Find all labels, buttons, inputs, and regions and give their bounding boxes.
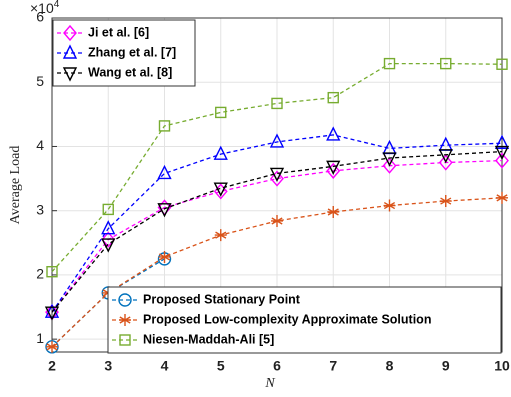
legend-label: Proposed Stationary Point	[143, 292, 301, 306]
marker	[496, 191, 508, 204]
marker	[158, 120, 171, 132]
x-tick-label: 2	[48, 358, 56, 374]
x-axis-label: N	[264, 376, 275, 391]
marker	[119, 314, 131, 326]
marker	[44, 306, 60, 321]
x-tick-label: 8	[386, 358, 394, 374]
legend-label: Ji et al. [6]	[88, 25, 149, 39]
y-tick-label: 4	[36, 137, 44, 153]
x-tick-label: 7	[329, 358, 337, 374]
marker	[438, 149, 453, 164]
marker	[269, 167, 285, 183]
series-line	[51, 134, 503, 313]
marker	[440, 57, 452, 70]
marker	[326, 162, 341, 179]
x-tick-label: 5	[217, 358, 225, 374]
y-tick-label: 6	[36, 9, 44, 25]
marker	[383, 199, 396, 212]
legend-box	[107, 286, 502, 354]
marker	[157, 164, 172, 180]
marker	[269, 133, 285, 148]
marker	[382, 152, 397, 167]
marker	[119, 334, 131, 346]
multiplier-exponent: 4	[54, 0, 60, 10]
marker	[215, 106, 227, 119]
marker	[118, 293, 132, 307]
y-tick-label: 3	[36, 201, 44, 217]
marker	[383, 57, 396, 70]
marker	[46, 266, 58, 278]
marker	[439, 195, 452, 208]
y-tick-label: 2	[36, 266, 44, 282]
marker	[382, 157, 397, 174]
marker	[213, 182, 228, 197]
marker	[495, 152, 509, 169]
legend-label: Zhang et al. [7]	[88, 45, 176, 59]
marker	[271, 214, 283, 227]
marker	[62, 67, 78, 82]
x-tick-label: 3	[104, 358, 112, 374]
y-tick-label: 1	[36, 330, 44, 346]
legend-label: Niesen-Maddah-Ali [5]	[143, 332, 274, 346]
marker	[270, 170, 284, 187]
x-tick-label: 6	[273, 358, 281, 374]
marker	[46, 340, 58, 353]
marker	[271, 97, 283, 110]
y-axis-label: Average Load	[8, 146, 23, 225]
y-tick-label: 5	[36, 73, 44, 89]
marker	[158, 250, 171, 263]
series-line	[51, 197, 503, 348]
marker	[44, 303, 60, 318]
marker	[496, 58, 508, 70]
marker	[214, 229, 227, 242]
legend-label: Proposed Low-complexity Approximate Solu…	[143, 312, 431, 326]
marker	[213, 145, 228, 160]
marker	[157, 203, 172, 218]
marker	[101, 231, 116, 248]
x-tick-label: 9	[442, 358, 450, 374]
marker	[327, 91, 339, 104]
marker	[101, 220, 116, 235]
y-multiplier: ×104	[30, 0, 60, 16]
series-line	[51, 159, 503, 313]
marker	[326, 126, 341, 141]
marker	[494, 145, 510, 161]
x-tick-label: 4	[161, 358, 169, 374]
marker	[327, 205, 340, 218]
marker	[63, 24, 77, 42]
marker	[102, 203, 114, 216]
series-line	[51, 150, 503, 313]
legend-box	[52, 19, 196, 87]
legend: Ji et al. [6] Zhang et al. [7] Wang et al.…	[52, 19, 196, 87]
marker	[438, 154, 453, 171]
legend: Proposed Stationary Point Proposed Low-co…	[107, 286, 502, 354]
legend-label: Wang et al. [8]	[88, 65, 172, 79]
multiplier-base: ×10	[30, 0, 54, 16]
marker	[494, 134, 510, 149]
marker	[101, 238, 116, 253]
marker	[326, 160, 341, 175]
marker	[62, 44, 78, 59]
x-tick-label: 10	[494, 358, 510, 374]
